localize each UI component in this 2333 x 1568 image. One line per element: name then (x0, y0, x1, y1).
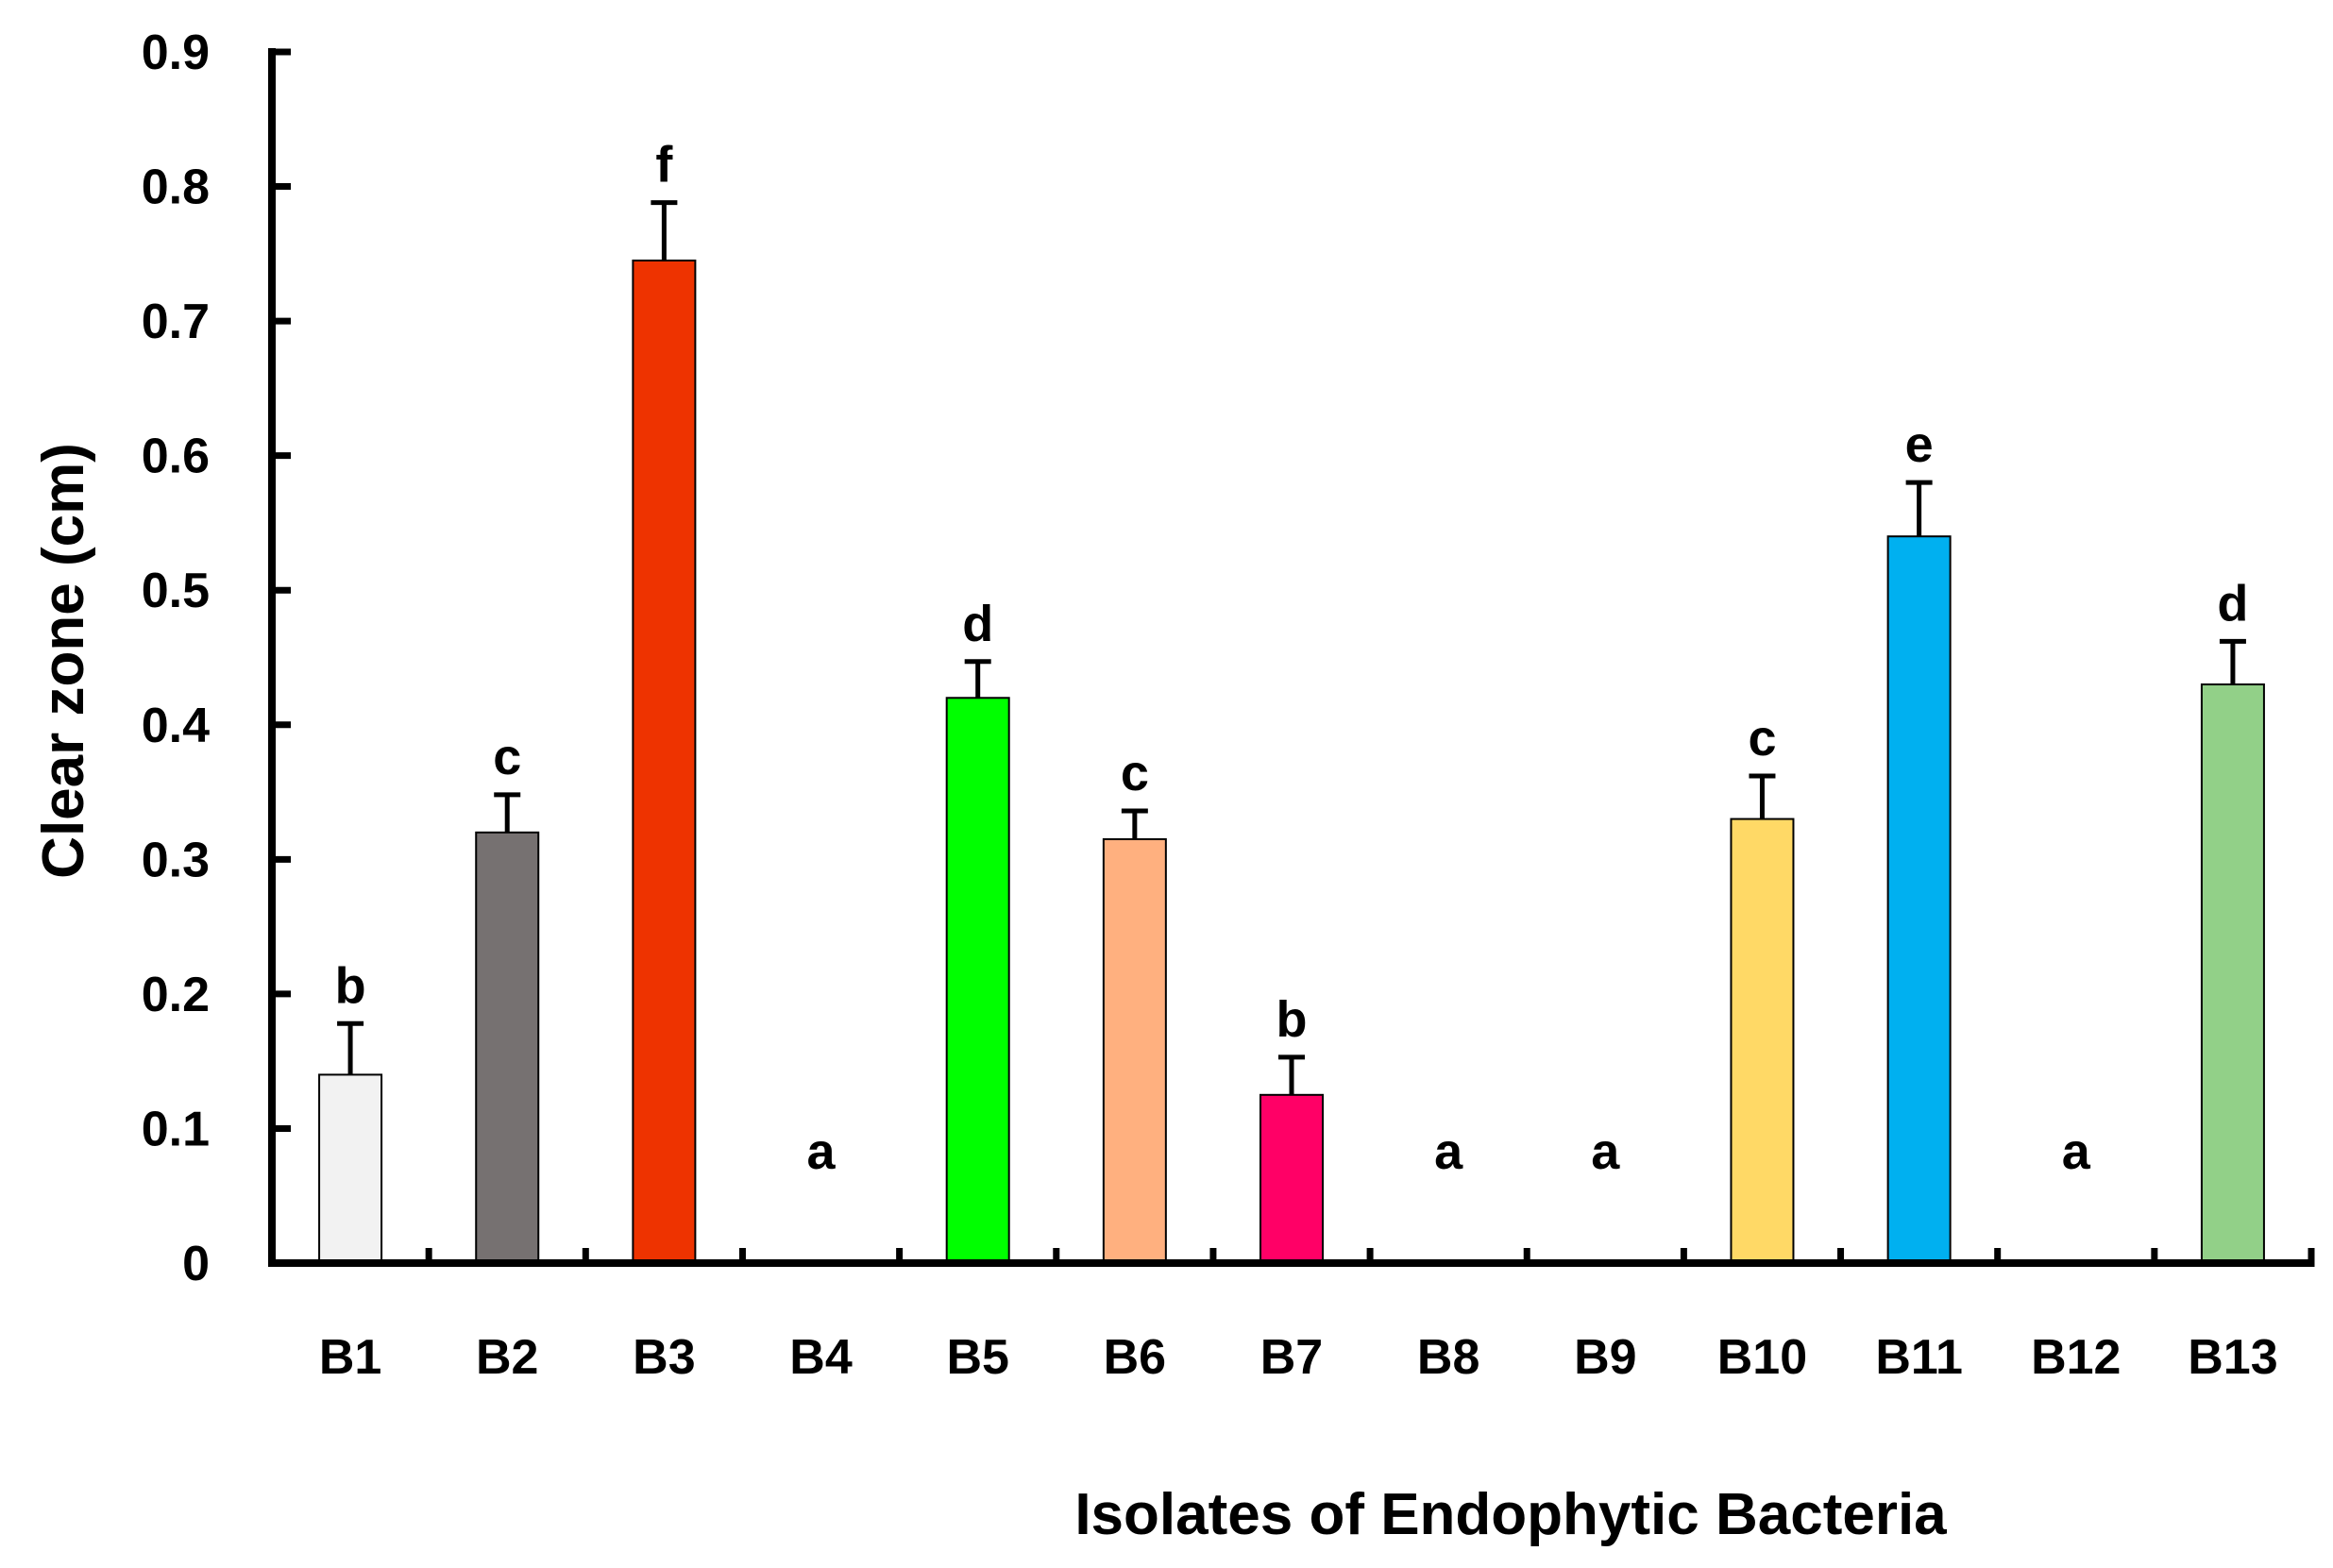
significance-label: a (807, 1123, 837, 1180)
x-tick-label: B3 (633, 1330, 695, 1385)
y-ticks: 0 0.1 0.2 0.3 0.4 0.5 0.6 0.7 0.8 0.9 (142, 25, 291, 1291)
y-tick-label: 0.6 (142, 430, 210, 484)
x-tick-label: B8 (1417, 1330, 1479, 1385)
bar-b3 (632, 259, 697, 1265)
y-axis-title: Clear zone (cm) (31, 443, 96, 879)
x-tick-label: B1 (319, 1330, 381, 1385)
x-tick-label: B7 (1260, 1330, 1323, 1385)
significance-label: f (655, 137, 673, 194)
x-tick-label: B13 (2188, 1330, 2277, 1385)
significance-label: d (2217, 575, 2248, 632)
x-tick-label: B2 (476, 1330, 538, 1385)
significance-label: a (1434, 1123, 1463, 1180)
axes-layer (268, 48, 2311, 1267)
significance-label: b (335, 957, 366, 1014)
significance-label: c (1748, 710, 1776, 767)
significance-label: a (2062, 1123, 2091, 1180)
significance-label: c (493, 729, 521, 785)
bar-b6 (1102, 837, 1167, 1264)
bar-b11 (1886, 535, 1952, 1264)
bar-b1 (318, 1073, 383, 1265)
y-tick-label: 0.7 (142, 295, 210, 349)
significance-label: c (1121, 745, 1149, 801)
y-tick-label: 0.1 (142, 1102, 210, 1156)
bars-layer: b c f a d c b a a c e a d (318, 137, 2265, 1265)
y-tick-label: 0.3 (142, 833, 210, 887)
significance-label: d (962, 596, 993, 652)
x-tick-label: B5 (946, 1330, 1008, 1385)
significance-label: e (1905, 416, 1934, 473)
y-tick-label: 0.5 (142, 564, 210, 618)
bar-b2 (475, 831, 540, 1264)
x-tick-label: B10 (1717, 1330, 1807, 1385)
x-tick-label: B9 (1574, 1330, 1636, 1385)
y-tick-label: 0.2 (142, 968, 210, 1022)
x-ticks: B1 B2 B3 B4 B5 B6 B7 B8 B9 B10 B11 B12 B13 (319, 1248, 2315, 1385)
y-tick-label: 0.4 (142, 699, 210, 753)
x-tick-label: B4 (789, 1330, 853, 1385)
x-tick-label: B6 (1104, 1330, 1166, 1385)
bar-b13 (2200, 683, 2265, 1264)
x-axis-title: Isolates of Endophytic Bacteria (1074, 1482, 1947, 1547)
y-tick-label: 0.9 (142, 25, 210, 80)
y-tick-label: 0.8 (142, 160, 210, 215)
bar-b7 (1259, 1093, 1324, 1264)
significance-label: a (1591, 1123, 1620, 1180)
y-tick-label: 0 (182, 1237, 210, 1291)
x-tick-label: B12 (2031, 1330, 2121, 1385)
significance-label: b (1276, 991, 1308, 1048)
bar-b10 (1730, 818, 1795, 1264)
x-tick-label: B11 (1875, 1330, 1963, 1385)
bar-b5 (945, 697, 1010, 1264)
